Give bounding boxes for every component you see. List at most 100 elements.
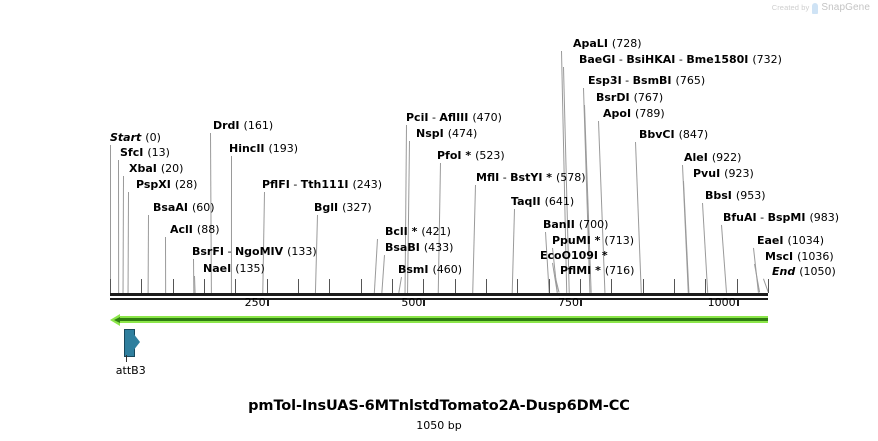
ruler-minor-tick — [110, 279, 111, 293]
feature-label-attb3: attB3 — [115, 364, 146, 377]
enzyme-label-drdi[interactable]: DrdI (161) — [213, 120, 273, 131]
ruler-tick-label: 500 — [401, 296, 423, 309]
enzyme-label-bsrdi[interactable]: BsrDI (767) — [596, 92, 663, 103]
ruler-minor-tick — [486, 279, 487, 293]
enzyme-name: BsmI — [398, 263, 429, 276]
enzyme-label-ppumi[interactable]: PpuMI * (713) — [552, 235, 634, 246]
feature-connector-tick — [125, 355, 127, 362]
enzyme-label-pvui[interactable]: PvuI (923) — [693, 168, 754, 179]
enzyme-label-mfli[interactable]: MflI - BstYI * (578) — [476, 172, 586, 183]
enzyme-name: PflMI — [560, 264, 592, 277]
page-title: pmTol-InsUAS-6MTnlstdTomato2A-Dusp6DM-CC — [248, 398, 630, 414]
enzyme-name: MflI — [476, 171, 500, 184]
enzyme-label-xbai[interactable]: XbaI (20) — [129, 163, 183, 174]
enzyme-label-naei[interactable]: NaeI (135) — [203, 263, 265, 274]
enzyme-position: (732) — [752, 53, 782, 66]
ruler-minor-tick — [454, 279, 456, 293]
enzyme-label-bsrfi[interactable]: BsrFI - NgoMIV (133) — [192, 246, 317, 257]
sequence-length-label: 1050 bp — [416, 419, 462, 432]
enzyme-label-acli[interactable]: AclI (88) — [170, 224, 220, 235]
ruler-minor-tick — [172, 279, 174, 293]
enzyme-label-bbsi[interactable]: BbsI (953) — [705, 190, 766, 201]
enzyme-position: (700) — [578, 218, 609, 231]
enzyme-position: (716) — [604, 264, 635, 277]
ruler-minor-tick — [611, 279, 613, 293]
enzyme-position: (460) — [432, 263, 463, 276]
enzyme-star-marker: * — [461, 149, 472, 162]
enzyme-label-pspxi[interactable]: PspXI (28) — [136, 179, 197, 190]
ruler-minor-tick — [517, 279, 519, 293]
enzyme-name: BaeGI — [579, 53, 616, 66]
enzyme-label-pflfi[interactable]: PflFI - Tth111I (243) — [262, 179, 382, 190]
enzyme-name: Tth111I — [300, 178, 349, 191]
enzyme-label-apali[interactable]: ApaLI (728) — [573, 38, 642, 49]
enzyme-label-bbvci[interactable]: BbvCI (847) — [639, 129, 708, 140]
ruler-major-tick — [266, 298, 269, 306]
enzyme-name-separator: - — [615, 53, 627, 66]
ruler-minor-tick — [329, 279, 331, 293]
enzyme-name: BstYI — [510, 171, 543, 184]
enzyme-label-esp3i[interactable]: Esp3I - BsmBI (765) — [588, 75, 705, 86]
enzyme-name: BsmBI — [632, 74, 672, 87]
enzyme-position: (765) — [675, 74, 706, 87]
enzyme-label-banii[interactable]: BanII (700) — [543, 219, 608, 230]
enzyme-label-end[interactable]: End (1050) — [772, 266, 836, 277]
enzyme-label-nspi[interactable]: NspI (474) — [416, 128, 477, 139]
ruler-bar — [110, 293, 768, 296]
enzyme-label-apoi[interactable]: ApoI (789) — [603, 108, 665, 119]
enzyme-name: BclI — [385, 225, 408, 238]
enzyme-label-bsabi[interactable]: BsaBI (433) — [385, 242, 453, 253]
enzyme-label-ecoo109i[interactable]: EcoO109I * — [540, 250, 608, 261]
enzyme-leader-line — [127, 192, 129, 294]
feature-arrowhead-icon — [133, 333, 141, 351]
enzyme-name: BfuAI — [723, 211, 757, 224]
enzyme-name: BbvCI — [639, 128, 675, 141]
enzyme-position: (470) — [472, 111, 502, 124]
ruler-minor-tick — [141, 279, 143, 293]
ruler-minor-tick — [642, 279, 644, 293]
enzyme-position: (578) — [556, 171, 586, 184]
enzyme-label-msci[interactable]: MscI (1036) — [765, 251, 834, 262]
enzyme-name: BsaBI — [385, 241, 420, 254]
enzyme-position: (161) — [243, 119, 274, 132]
enzyme-star-marker: * — [590, 234, 601, 247]
enzyme-name: BsaAI — [153, 201, 188, 214]
enzyme-label-hincii[interactable]: HincII (193) — [229, 143, 298, 154]
enzyme-label-start[interactable]: Start (0) — [110, 132, 161, 143]
enzyme-name: PpuMI — [552, 234, 591, 247]
enzyme-name: BbsI — [705, 189, 732, 202]
enzyme-label-bfuai[interactable]: BfuAI - BspMI (983) — [723, 212, 839, 223]
enzyme-name: Esp3I — [588, 74, 622, 87]
enzyme-star-marker: * — [591, 264, 601, 277]
enzyme-label-bsmi[interactable]: BsmI (460) — [398, 264, 462, 275]
enzyme-position: (1050) — [799, 265, 836, 278]
enzyme-label-alei[interactable]: AleI (922) — [684, 152, 741, 163]
snapgene-watermark: Created by SnapGene — [772, 2, 870, 14]
enzyme-position: (767) — [633, 91, 664, 104]
enzyme-label-bcli[interactable]: BclI * (421) — [385, 226, 451, 237]
enzyme-label-eaei[interactable]: EaeI (1034) — [757, 235, 824, 246]
enzyme-leader-line — [381, 255, 385, 294]
enzyme-label-bsaai[interactable]: BsaAI (60) — [153, 202, 215, 213]
enzyme-position: (474) — [447, 127, 478, 140]
ruler-minor-tick — [423, 279, 425, 293]
ruler-major-tick — [423, 298, 426, 306]
enzyme-name: HincII — [229, 142, 265, 155]
enzyme-position: (421) — [421, 225, 451, 238]
enzyme-leader-line — [721, 224, 728, 293]
enzyme-name: AflIII — [439, 111, 469, 124]
enzyme-leader-line — [373, 239, 378, 294]
enzyme-position: (953) — [735, 189, 766, 202]
enzyme-name: AclI — [170, 223, 193, 236]
enzyme-label-bgli[interactable]: BglI (327) — [314, 202, 372, 213]
enzyme-label-baegi[interactable]: BaeGI - BsiHKAI - Bme1580I (732) — [579, 54, 782, 65]
enzyme-name: End — [772, 265, 796, 278]
enzyme-label-taqii[interactable]: TaqII (641) — [511, 196, 574, 207]
enzyme-position: (20) — [160, 162, 184, 175]
enzyme-label-pflmi[interactable]: PflMI * (716) — [560, 265, 634, 276]
enzyme-label-pcii[interactable]: PciI - AflIII (470) — [406, 112, 502, 123]
enzyme-label-sfci[interactable]: SfcI (13) — [120, 147, 170, 158]
enzyme-label-pfoi[interactable]: PfoI * (523) — [437, 150, 505, 161]
enzyme-position: (327) — [342, 201, 372, 214]
enzyme-name: ApoI — [603, 107, 632, 120]
